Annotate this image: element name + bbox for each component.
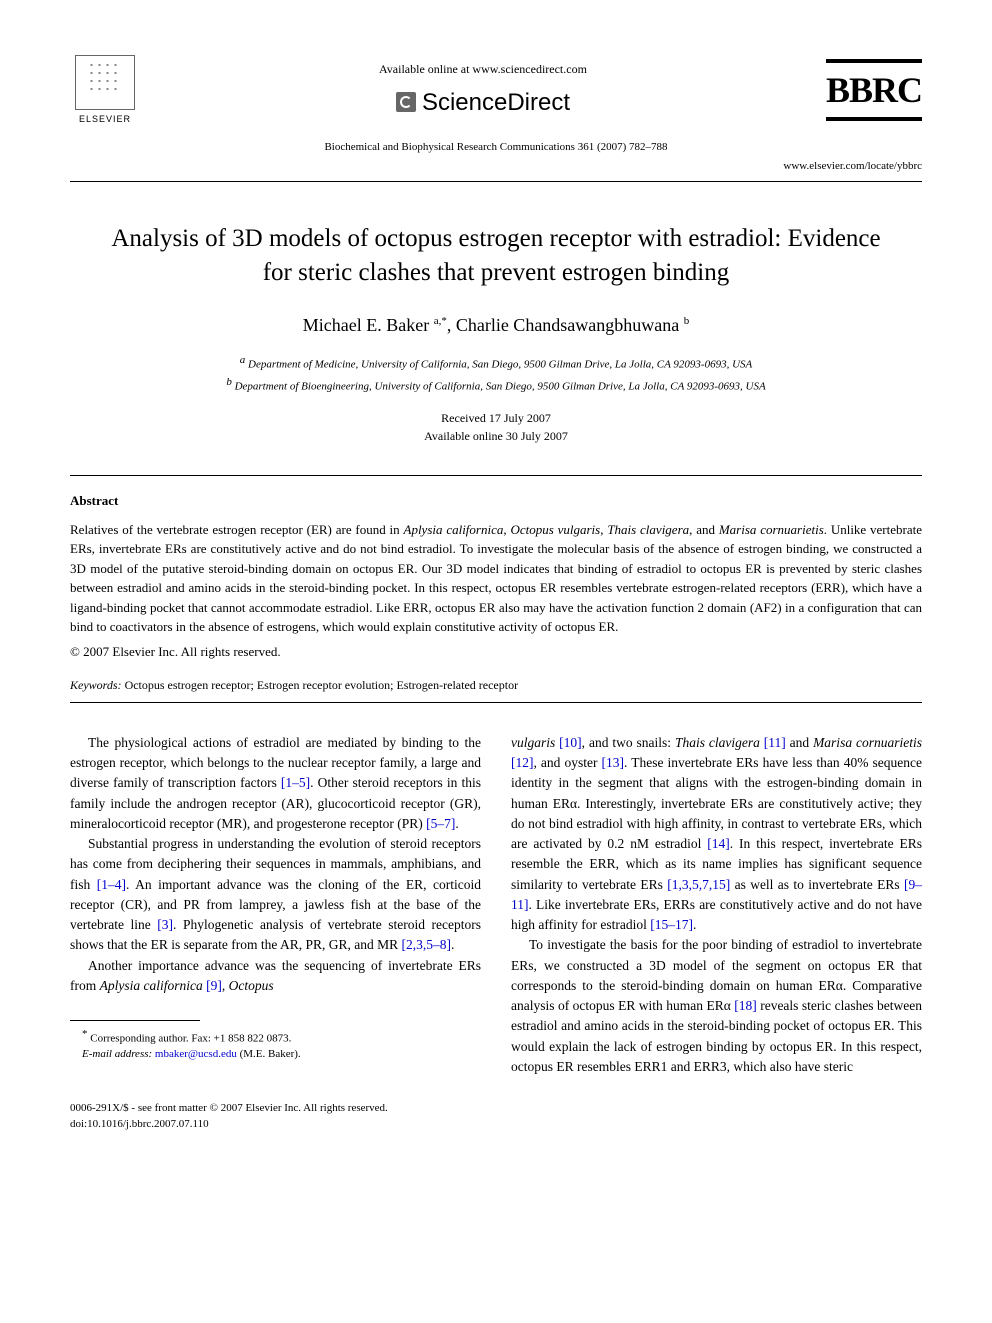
sciencedirect-logo: ScienceDirect — [140, 86, 826, 120]
ref-10[interactable]: [10] — [555, 735, 581, 750]
elsevier-text: ELSEVIER — [79, 113, 131, 126]
affil-b-sup: b — [226, 376, 234, 388]
elsevier-logo: ELSEVIER — [70, 50, 140, 130]
ref-5-7[interactable]: [5–7] — [426, 816, 455, 831]
affil-b: Department of Bioengineering, University… — [235, 380, 766, 392]
center-header: Available online at www.sciencedirect.co… — [140, 61, 826, 119]
ref-1-5[interactable]: [1–5] — [281, 775, 310, 790]
species-octopus: Octopus — [229, 978, 274, 993]
footer-issn: 0006-291X/$ - see front matter © 2007 El… — [70, 1101, 388, 1116]
ref-12[interactable]: [12] — [511, 755, 534, 770]
footer-doi: doi:10.1016/j.bbrc.2007.07.110 — [70, 1117, 388, 1132]
left-p2: Substantial progress in understanding th… — [70, 834, 481, 956]
ref-1-3-5-7-15[interactable]: [1,3,5,7,15] — [667, 877, 730, 892]
left-p3: Another importance advance was the seque… — [70, 956, 481, 997]
left-p1: The physiological actions of estradiol a… — [70, 733, 481, 834]
species-vulgaris: vulgaris — [511, 735, 555, 750]
body-columns: The physiological actions of estradiol a… — [70, 733, 922, 1077]
footnote-corresponding: * Corresponding author. Fax: +1 858 822 … — [70, 1027, 481, 1047]
footer: 0006-291X/$ - see front matter © 2007 El… — [70, 1101, 922, 1132]
abstract-rule-bottom — [70, 702, 922, 703]
keywords-label: Keywords: — [70, 678, 122, 692]
footer-left: 0006-291X/$ - see front matter © 2007 El… — [70, 1101, 388, 1132]
abstract-body: Relatives of the vertebrate estrogen rec… — [70, 522, 922, 635]
ref-11[interactable]: [11] — [760, 735, 786, 750]
ref-2-3-5-8[interactable]: [2,3,5–8] — [401, 937, 451, 952]
author-2-sup: b — [684, 315, 690, 327]
footnote-separator — [70, 1020, 200, 1021]
left-column: The physiological actions of estradiol a… — [70, 733, 481, 1077]
species-aplysia: Aplysia californica — [100, 978, 203, 993]
copyright: © 2007 Elsevier Inc. All rights reserved… — [70, 643, 922, 661]
abstract-heading: Abstract — [70, 492, 922, 510]
ref-3[interactable]: [3] — [157, 917, 173, 932]
author-sep: , Charlie Chandsawangbhuwana — [447, 315, 684, 335]
elsevier-tree-icon — [75, 55, 135, 110]
journal-url: www.elsevier.com/locate/ybbrc — [70, 159, 922, 174]
right-p1: vulgaris [10], and two snails: Thais cla… — [511, 733, 922, 936]
ref-14[interactable]: [14] — [707, 836, 730, 851]
author-1: Michael E. Baker — [303, 315, 434, 335]
affiliations: a Department of Medicine, University of … — [70, 352, 922, 394]
affil-a: Department of Medicine, University of Ca… — [248, 359, 752, 371]
species-thais: Thais clavigera — [675, 735, 760, 750]
bbrc-logo: BBRC — [826, 59, 922, 121]
sciencedirect-icon — [396, 92, 416, 112]
abstract-text: Relatives of the vertebrate estrogen rec… — [70, 520, 922, 637]
footnote-email: E-mail address: mbaker@ucsd.edu (M.E. Ba… — [70, 1047, 481, 1062]
right-p2: To investigate the basis for the poor bi… — [511, 935, 922, 1077]
ref-13[interactable]: [13] — [602, 755, 625, 770]
authors: Michael E. Baker a,*, Charlie Chandsawan… — [70, 313, 922, 338]
email-link[interactable]: mbaker@ucsd.edu — [152, 1048, 237, 1060]
available-online-text: Available online at www.sciencedirect.co… — [140, 61, 826, 78]
ref-9[interactable]: [9] — [203, 978, 222, 993]
header-rule — [70, 181, 922, 182]
species-marisa: Marisa cornuarietis — [813, 735, 922, 750]
keywords-text: Octopus estrogen receptor; Estrogen rece… — [122, 678, 519, 692]
ref-1-4[interactable]: [1–4] — [97, 877, 126, 892]
keywords: Keywords: Octopus estrogen receptor; Est… — [70, 677, 922, 694]
sciencedirect-text: ScienceDirect — [422, 86, 570, 120]
ref-15-17[interactable]: [15–17] — [650, 917, 693, 932]
article-title: Analysis of 3D models of octopus estroge… — [110, 222, 882, 290]
journal-citation: Biochemical and Biophysical Research Com… — [70, 140, 922, 155]
online-date: Available online 30 July 2007 — [424, 429, 568, 443]
affil-a-sup: a — [240, 354, 248, 366]
ref-18[interactable]: [18] — [734, 998, 757, 1013]
received-date: Received 17 July 2007 — [441, 411, 551, 425]
header-row: ELSEVIER Available online at www.science… — [70, 50, 922, 130]
author-1-sup: a,* — [434, 315, 447, 327]
right-column: vulgaris [10], and two snails: Thais cla… — [511, 733, 922, 1077]
dates: Received 17 July 2007 Available online 3… — [70, 409, 922, 445]
